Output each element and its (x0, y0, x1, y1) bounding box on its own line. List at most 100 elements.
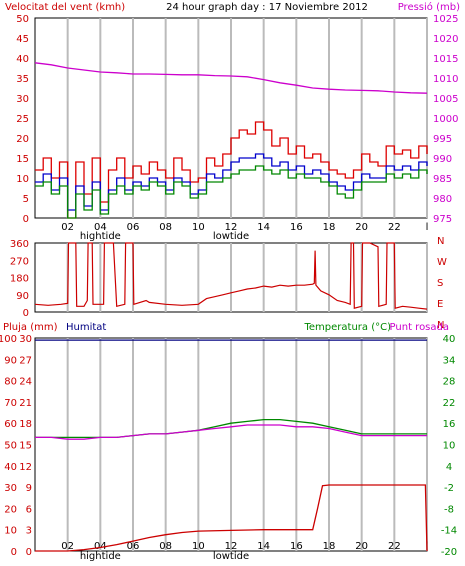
temperature-tick-label: 34 (443, 355, 456, 366)
y-left-tick-label: 15 (16, 154, 29, 165)
humidity-tick-label: 50 (4, 441, 17, 452)
rain-tick-label: 0 (26, 547, 32, 558)
x-tick-label: 12 (225, 222, 238, 233)
y-left-tick-label: 35 (16, 74, 29, 85)
y-right-tick-label: 1000 (433, 114, 458, 125)
temperature-tick-label: -2 (444, 483, 454, 494)
x-tick-label: 06 (127, 222, 140, 233)
series-line-direction (34, 242, 428, 310)
rain-tick-label: 15 (19, 441, 32, 452)
y-left-tick-label: 45 (16, 34, 29, 45)
x-tick-label: 14 (257, 222, 270, 233)
humidity-axis-label: Humitat (66, 322, 106, 333)
temperature-tick-label: 40 (443, 334, 456, 345)
y-right-tick-label: 985 (433, 174, 452, 185)
tide-label: lowtide (213, 231, 249, 242)
compass-label: S (437, 278, 443, 289)
x-tick-label: 08 (159, 222, 172, 233)
humidity-tick-label: 20 (4, 504, 17, 515)
x-tick-label: 02 (61, 222, 74, 233)
temperature-tick-label: -8 (444, 504, 454, 515)
y-right-tick-label: 1010 (433, 74, 458, 85)
y-left-tick-label: 25 (16, 114, 29, 125)
rain-tick-label: 18 (19, 419, 32, 430)
y-right-tick-label: 995 (433, 134, 452, 145)
temperature-tick-label: 10 (443, 441, 456, 452)
x-tick-label: 18 (323, 222, 336, 233)
rain-tick-label: 30 (19, 334, 32, 345)
y-right-tick-label: 990 (433, 154, 452, 165)
temperature-tick-label: -14 (441, 526, 457, 537)
series-line-punt-rosada (35, 424, 427, 440)
series-line-min (35, 165, 428, 219)
x-tick-label: 12 (225, 541, 238, 552)
x-tick-label: 20 (355, 222, 368, 233)
humidity-tick-label: 10 (4, 526, 17, 537)
x-tick-label: l (426, 222, 429, 233)
rain-tick-label: 21 (19, 398, 32, 409)
humidity-tick-label: 80 (4, 377, 17, 388)
y-right-tick-label: 1025 (433, 14, 458, 25)
compass-label: N (437, 236, 444, 247)
rain-axis-label: Pluja (mm) (3, 322, 58, 333)
temperature-tick-label: -20 (441, 547, 457, 558)
y-left-tick-label: 0 (23, 214, 29, 225)
x-tick-label: 02 (61, 541, 74, 552)
x-tick-label: 16 (290, 541, 303, 552)
humidity-tick-label: 90 (4, 355, 17, 366)
pressure-axis-label: Pressió (mb) (398, 1, 460, 13)
dewpoint-axis-label: Punt rosada (390, 322, 449, 333)
x-tick-label: 10 (192, 541, 205, 552)
compass-label: N (437, 320, 444, 331)
y-right-tick-label: 975 (433, 214, 452, 225)
y-left-tick-label: 20 (16, 134, 29, 145)
y-left-tick-label: 50 (16, 14, 29, 25)
temperature-tick-label: 28 (443, 377, 456, 388)
y-tick-label: 90 (16, 291, 29, 302)
series-line-pressi-mb- (34, 62, 428, 94)
x-tick-label: 22 (388, 222, 401, 233)
y-right-tick-label: 1005 (433, 94, 458, 105)
humidity-tick-label: 30 (4, 483, 17, 494)
rain-tick-label: 24 (19, 377, 32, 388)
series-line-pluja-mm- (35, 484, 428, 552)
rain-tick-label: 9 (26, 483, 32, 494)
x-tick-label: 10 (192, 222, 205, 233)
rain-tick-label: 3 (26, 526, 32, 537)
y-tick-label: 0 (23, 308, 29, 319)
x-tick-label: 04 (94, 222, 107, 233)
y-right-tick-label: 1020 (433, 34, 458, 45)
temperature-tick-label: 22 (443, 398, 456, 409)
x-tick-label: 18 (323, 541, 336, 552)
y-left-tick-label: 5 (23, 194, 29, 205)
humidity-tick-label: 70 (4, 398, 17, 409)
rain-tick-label: 12 (19, 462, 32, 473)
y-left-tick-label: 40 (16, 54, 29, 65)
y-tick-label: 360 (10, 239, 29, 250)
compass-label: W (437, 257, 447, 268)
y-tick-label: 270 (10, 256, 29, 267)
y-left-tick-label: 10 (16, 174, 29, 185)
x-tick-label: 20 (355, 541, 368, 552)
humidity-tick-label: 100 (0, 334, 17, 345)
wind-axis-label: Velocitat del vent (kmh) (5, 2, 125, 13)
x-tick-label: 08 (159, 541, 172, 552)
x-tick-label: 22 (388, 541, 401, 552)
chart-title: 24 hour graph day : 17 Noviembre 2012 (166, 2, 368, 13)
x-tick-label: 04 (94, 541, 107, 552)
humidity-tick-label: 0 (11, 547, 17, 558)
y-tick-label: 180 (10, 274, 29, 285)
temperature-axis-label: Temperatura (°C) (303, 322, 391, 333)
tide-label: hightide (80, 231, 121, 242)
humidity-tick-label: 60 (4, 419, 17, 430)
y-right-tick-label: 980 (433, 194, 452, 205)
y-right-tick-label: 1015 (433, 54, 458, 65)
x-tick-label: 06 (127, 541, 140, 552)
rain-tick-label: 6 (26, 504, 32, 515)
x-tick-label: 16 (290, 222, 303, 233)
rain-humidity-temperature-panel: Pluja (mm) Humitat Temperatura (°C) Punt… (0, 322, 457, 562)
y-left-tick-label: 30 (16, 94, 29, 105)
